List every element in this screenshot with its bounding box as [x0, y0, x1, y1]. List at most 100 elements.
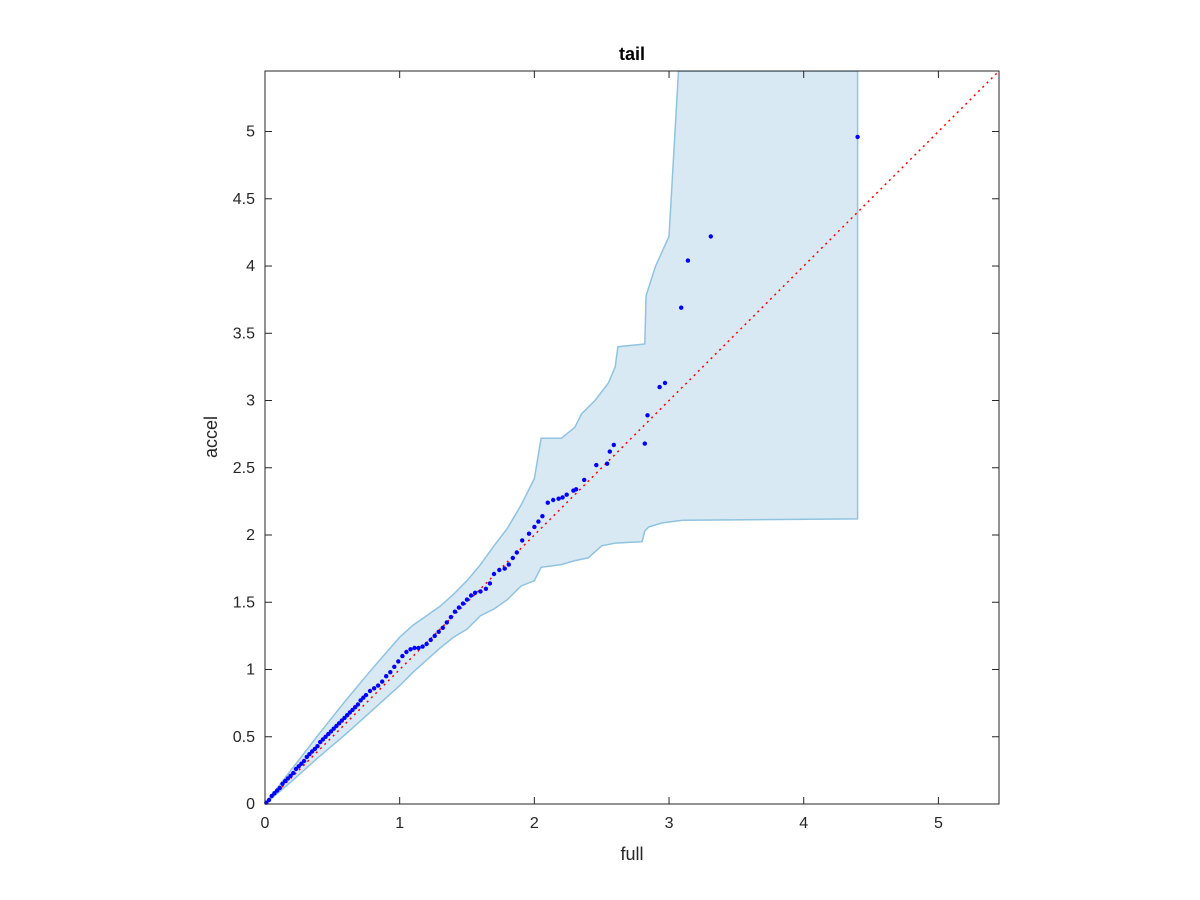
- y-tick-label: 4.5: [233, 191, 255, 208]
- axes-box: [264, 70, 1000, 805]
- data-point: [645, 413, 650, 418]
- data-point: [545, 500, 550, 505]
- y-tick-label: 1.5: [233, 594, 255, 611]
- data-point: [506, 562, 511, 567]
- x-axis-label: full: [620, 844, 643, 864]
- data-point: [277, 785, 282, 791]
- data-point: [301, 758, 307, 764]
- data-point: [472, 590, 478, 595]
- data-point: [288, 773, 293, 778]
- data-point: [582, 477, 587, 483]
- data-point: [540, 514, 545, 519]
- data-point: [315, 744, 320, 749]
- data-point: [312, 746, 317, 752]
- data-point: [440, 625, 445, 630]
- data-point: [564, 492, 569, 497]
- data-point: [274, 788, 280, 793]
- data-point: [331, 726, 336, 731]
- data-point: [307, 752, 312, 757]
- chart-title: tail: [619, 44, 645, 64]
- data-point: [502, 566, 507, 571]
- data-point: [334, 723, 339, 729]
- data-point: [536, 519, 541, 524]
- data-point: [299, 761, 304, 766]
- data-point: [350, 707, 355, 713]
- data-point: [283, 778, 288, 784]
- data-point: [269, 793, 274, 799]
- data-point: [436, 629, 441, 634]
- y-tick-label: 0: [246, 796, 255, 813]
- data-point: [573, 487, 579, 492]
- data-point: [336, 721, 342, 726]
- data-point: [594, 462, 599, 468]
- data-point: [380, 679, 385, 684]
- data-point: [375, 683, 381, 688]
- y-tick-label: 3: [246, 393, 255, 410]
- x-tick-label: 3: [665, 815, 674, 832]
- data-point: [428, 637, 433, 643]
- data-point: [388, 670, 393, 675]
- data-point: [326, 731, 331, 737]
- data-point: [607, 449, 612, 454]
- data-point: [396, 659, 401, 664]
- data-point: [532, 524, 537, 530]
- y-tick-label: 0.5: [233, 729, 255, 746]
- data-point: [464, 597, 470, 602]
- data-point: [420, 644, 425, 649]
- data-point: [339, 718, 344, 723]
- data-point: [323, 734, 328, 739]
- y-tick-label: 2: [246, 527, 255, 544]
- data-point: [432, 633, 437, 639]
- x-tick-label: 0: [261, 815, 270, 832]
- y-axis-label: accel: [201, 416, 221, 458]
- data-point: [363, 692, 369, 698]
- data-point: [662, 380, 668, 386]
- data-point: [468, 593, 474, 598]
- data-point: [291, 770, 296, 776]
- data-point: [353, 705, 358, 710]
- x-tick-label: 2: [530, 815, 539, 832]
- data-point: [266, 797, 272, 803]
- data-point: [642, 441, 647, 446]
- data-point: [318, 739, 323, 745]
- y-tick-label: 2.5: [233, 460, 255, 477]
- data-point: [367, 688, 373, 694]
- data-point: [355, 702, 361, 707]
- y-tick-label: 3.5: [233, 325, 255, 342]
- data-point: [510, 555, 515, 561]
- y-tick-label: 5: [246, 124, 255, 141]
- confidence-band: [265, 71, 859, 804]
- data-point: [491, 571, 497, 577]
- data-point: [293, 766, 299, 772]
- data-point: [460, 601, 466, 606]
- data-point: [514, 550, 519, 555]
- data-point: [657, 384, 662, 390]
- data-point: [611, 442, 616, 448]
- x-tick-label: 5: [934, 815, 943, 832]
- y-tick-label: 4: [246, 258, 255, 275]
- data-point: [424, 641, 429, 647]
- data-point: [855, 134, 860, 140]
- data-point: [478, 589, 483, 594]
- reference-line: [264, 70, 1000, 805]
- data-point: [487, 581, 493, 586]
- x-tick-label: 4: [799, 815, 808, 832]
- data-point: [412, 645, 417, 651]
- data-point: [280, 781, 285, 786]
- data-point: [497, 567, 502, 573]
- data-point: [448, 614, 454, 620]
- data-point: [408, 647, 413, 652]
- data-point: [556, 496, 561, 501]
- data-point: [685, 258, 691, 263]
- data-point: [328, 729, 334, 734]
- data-point: [560, 495, 565, 500]
- data-point: [400, 653, 405, 659]
- data-point: [416, 645, 421, 651]
- data-point: [520, 538, 525, 543]
- data-point: [604, 461, 610, 466]
- data-point: [551, 497, 556, 503]
- data-point: [452, 609, 458, 614]
- data-point: [404, 649, 409, 655]
- x-tick-label: 1: [395, 815, 404, 832]
